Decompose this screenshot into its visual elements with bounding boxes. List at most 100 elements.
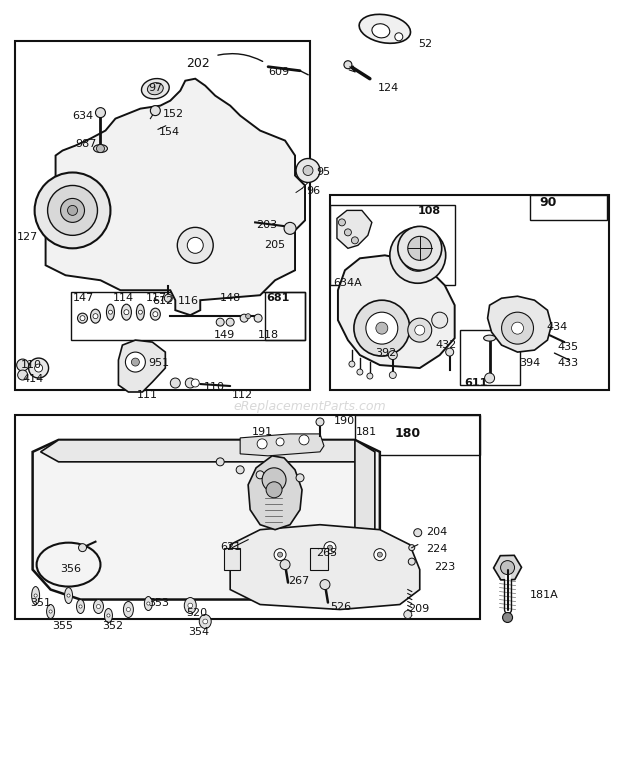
Bar: [15, 415, 480, 619]
Bar: [355, 415, 480, 455]
Circle shape: [79, 605, 82, 608]
Text: 526: 526: [330, 601, 351, 612]
Text: 127: 127: [17, 232, 38, 242]
Circle shape: [61, 199, 84, 222]
Circle shape: [257, 439, 267, 449]
Circle shape: [131, 358, 140, 366]
Text: 152: 152: [162, 109, 184, 119]
Text: 191: 191: [252, 427, 273, 437]
Text: 520: 520: [186, 608, 208, 618]
Circle shape: [126, 608, 130, 612]
Circle shape: [124, 310, 129, 314]
Circle shape: [402, 239, 434, 271]
Polygon shape: [33, 440, 380, 600]
Circle shape: [68, 206, 78, 215]
Circle shape: [97, 604, 100, 608]
Circle shape: [366, 312, 398, 344]
Text: 149: 149: [215, 330, 236, 340]
Text: 110: 110: [204, 382, 225, 392]
Text: 202: 202: [186, 57, 210, 70]
Circle shape: [80, 316, 85, 321]
Text: 180: 180: [395, 427, 421, 440]
Circle shape: [349, 361, 355, 367]
Text: 147: 147: [73, 293, 94, 303]
Circle shape: [357, 369, 363, 375]
Ellipse shape: [484, 335, 495, 341]
Circle shape: [409, 558, 415, 565]
Circle shape: [389, 371, 396, 378]
Text: 267: 267: [288, 576, 309, 586]
Circle shape: [254, 314, 262, 322]
Text: 634A: 634A: [333, 278, 361, 289]
Text: 114: 114: [112, 293, 133, 303]
Text: eReplacementParts.com: eReplacementParts.com: [234, 400, 386, 413]
Ellipse shape: [359, 14, 410, 43]
Ellipse shape: [148, 83, 163, 95]
Circle shape: [48, 185, 97, 235]
Circle shape: [177, 228, 213, 264]
Ellipse shape: [199, 615, 211, 629]
Ellipse shape: [32, 586, 40, 604]
Text: 611: 611: [464, 378, 488, 388]
Text: 118: 118: [258, 330, 279, 340]
Circle shape: [274, 549, 286, 561]
Circle shape: [164, 294, 172, 302]
Circle shape: [138, 310, 143, 314]
Circle shape: [216, 457, 224, 466]
Text: 634: 634: [73, 110, 94, 120]
Circle shape: [147, 602, 150, 605]
Text: 204: 204: [426, 527, 447, 536]
Text: 124: 124: [378, 83, 399, 93]
Polygon shape: [487, 296, 551, 352]
Ellipse shape: [94, 600, 104, 614]
Text: 110: 110: [20, 360, 42, 370]
Circle shape: [226, 318, 234, 326]
Ellipse shape: [46, 604, 55, 619]
Ellipse shape: [141, 78, 169, 99]
Text: 355: 355: [53, 622, 74, 632]
Circle shape: [354, 300, 410, 356]
Circle shape: [316, 418, 324, 426]
Text: 108: 108: [418, 206, 441, 217]
Circle shape: [398, 226, 441, 271]
Bar: [15, 41, 310, 390]
Ellipse shape: [123, 601, 133, 618]
Circle shape: [296, 474, 304, 482]
Text: 354: 354: [188, 627, 210, 637]
Circle shape: [374, 549, 386, 561]
Text: 111: 111: [136, 390, 157, 400]
Circle shape: [203, 619, 208, 624]
Circle shape: [415, 325, 425, 335]
Circle shape: [512, 322, 523, 334]
Text: 265: 265: [316, 547, 337, 558]
Circle shape: [125, 352, 145, 372]
Text: 97: 97: [148, 83, 162, 93]
Circle shape: [320, 579, 330, 590]
Circle shape: [240, 314, 248, 322]
Circle shape: [408, 318, 432, 342]
Polygon shape: [40, 440, 375, 462]
Circle shape: [324, 542, 336, 554]
Circle shape: [17, 370, 28, 380]
Ellipse shape: [104, 608, 112, 622]
Circle shape: [35, 173, 110, 249]
Circle shape: [485, 373, 495, 383]
Text: 209: 209: [408, 604, 429, 614]
Circle shape: [344, 61, 352, 69]
Bar: [224, 547, 240, 569]
Ellipse shape: [94, 145, 107, 152]
Circle shape: [390, 228, 446, 283]
Circle shape: [35, 364, 43, 372]
Text: 394: 394: [520, 358, 541, 368]
Circle shape: [284, 222, 296, 235]
Text: 621: 621: [220, 542, 241, 551]
Polygon shape: [46, 79, 305, 315]
Text: 154: 154: [158, 127, 179, 137]
Circle shape: [185, 378, 195, 388]
Text: 356: 356: [61, 564, 82, 574]
Ellipse shape: [122, 304, 131, 320]
Bar: [459, 330, 520, 385]
Circle shape: [79, 543, 87, 551]
Text: 116: 116: [179, 296, 199, 307]
Circle shape: [29, 358, 48, 378]
